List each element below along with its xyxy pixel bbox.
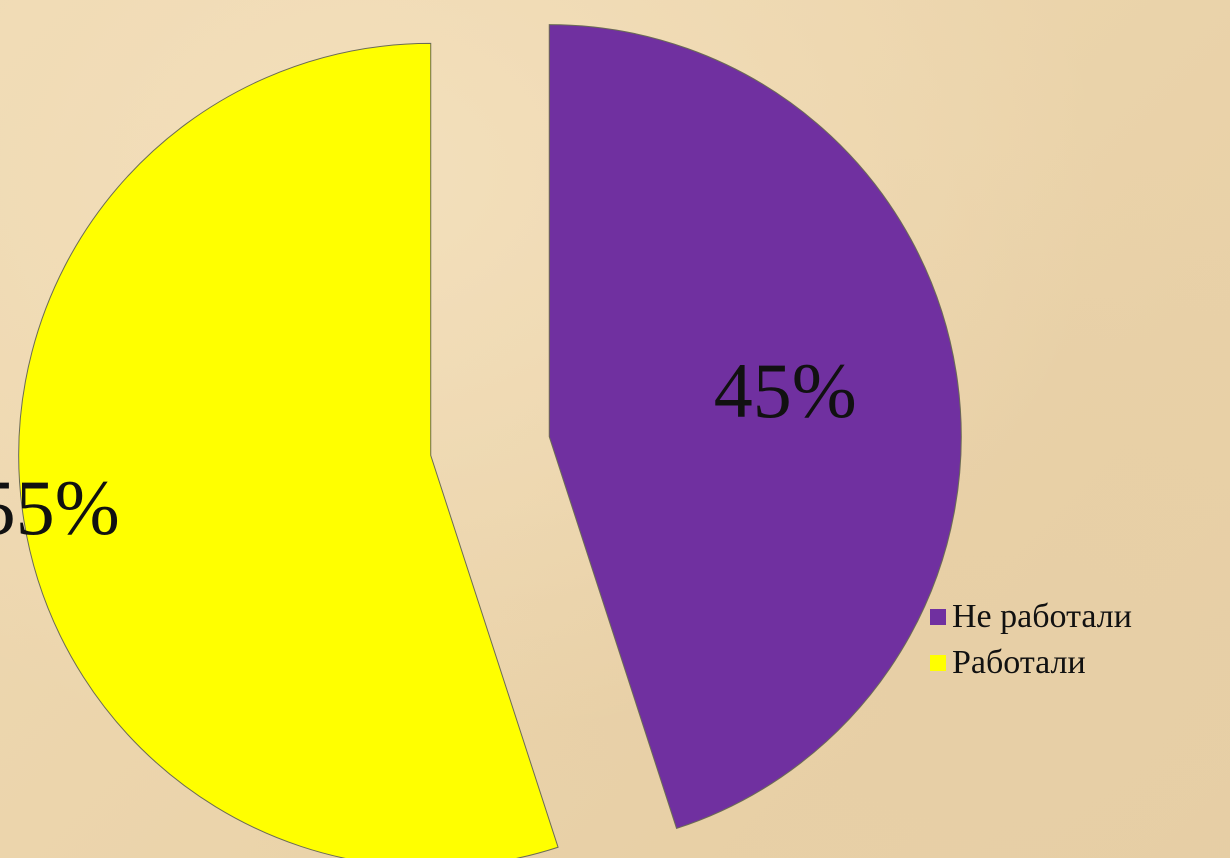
- pie-data-label-1: 45%: [714, 347, 857, 434]
- legend-label-worked: Работали: [952, 644, 1086, 681]
- pie-slices: [18, 24, 962, 858]
- pie-slice-2: [18, 42, 559, 858]
- chart-legend: Не работали Работали: [930, 594, 1228, 686]
- pie-slice-1: [548, 24, 962, 830]
- pie-data-label-2: 55%: [0, 464, 120, 551]
- legend-swatch-not-worked: [930, 609, 946, 625]
- legend-swatch-worked: [930, 655, 946, 671]
- legend-label-not-worked: Не работали: [952, 598, 1132, 635]
- legend-item-worked: Работали: [930, 640, 1228, 686]
- legend-item-not-worked: Не работали: [930, 594, 1228, 640]
- pie-data-labels: 45% 55%: [0, 347, 857, 551]
